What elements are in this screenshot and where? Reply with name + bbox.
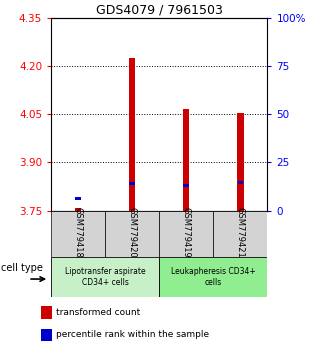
Bar — [75, 209, 82, 211]
Text: GSM779420: GSM779420 — [128, 207, 137, 258]
Bar — [129, 182, 135, 185]
Bar — [41, 329, 52, 341]
Bar — [159, 211, 213, 257]
Bar — [159, 257, 267, 297]
Bar — [105, 211, 159, 257]
Text: GSM779418: GSM779418 — [74, 207, 83, 258]
Bar — [183, 184, 189, 187]
Text: Leukapheresis CD34+
cells: Leukapheresis CD34+ cells — [171, 267, 256, 287]
Text: GSM779419: GSM779419 — [182, 207, 191, 258]
Text: cell type: cell type — [1, 263, 43, 273]
Text: percentile rank within the sample: percentile rank within the sample — [56, 330, 209, 339]
Bar — [183, 109, 189, 211]
Bar — [129, 58, 135, 211]
Text: GSM779421: GSM779421 — [236, 207, 245, 258]
Bar — [237, 113, 244, 211]
Bar — [238, 181, 243, 184]
Title: GDS4079 / 7961503: GDS4079 / 7961503 — [96, 4, 223, 17]
Bar — [213, 211, 267, 257]
Text: transformed count: transformed count — [56, 308, 140, 318]
Bar — [51, 211, 105, 257]
Bar — [51, 257, 159, 297]
Text: Lipotransfer aspirate
CD34+ cells: Lipotransfer aspirate CD34+ cells — [65, 267, 146, 287]
Bar — [76, 197, 81, 200]
Bar — [41, 307, 52, 319]
